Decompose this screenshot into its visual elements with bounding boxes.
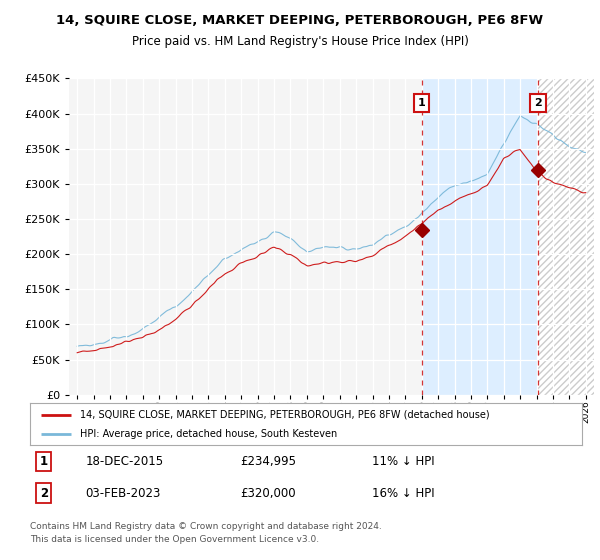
Text: 16% ↓ HPI: 16% ↓ HPI: [372, 487, 435, 500]
Text: 14, SQUIRE CLOSE, MARKET DEEPING, PETERBOROUGH, PE6 8FW (detached house): 14, SQUIRE CLOSE, MARKET DEEPING, PETERB…: [80, 409, 490, 419]
Text: Contains HM Land Registry data © Crown copyright and database right 2024.: Contains HM Land Registry data © Crown c…: [30, 522, 382, 531]
Text: 2: 2: [535, 98, 542, 108]
Text: 1: 1: [418, 98, 425, 108]
Text: 14, SQUIRE CLOSE, MARKET DEEPING, PETERBOROUGH, PE6 8FW: 14, SQUIRE CLOSE, MARKET DEEPING, PETERB…: [56, 14, 544, 27]
Text: £320,000: £320,000: [240, 487, 295, 500]
Text: 18-DEC-2015: 18-DEC-2015: [85, 455, 163, 468]
Bar: [538, 78, 594, 395]
Bar: [538, 78, 594, 395]
Text: This data is licensed under the Open Government Licence v3.0.: This data is licensed under the Open Gov…: [30, 535, 319, 544]
Text: HPI: Average price, detached house, South Kesteven: HPI: Average price, detached house, Sout…: [80, 429, 337, 439]
Text: Price paid vs. HM Land Registry's House Price Index (HPI): Price paid vs. HM Land Registry's House …: [131, 35, 469, 48]
Bar: [422, 78, 538, 395]
Text: 03-FEB-2023: 03-FEB-2023: [85, 487, 161, 500]
Text: 1: 1: [40, 455, 48, 468]
Text: 2: 2: [40, 487, 48, 500]
Text: £234,995: £234,995: [240, 455, 296, 468]
Text: 11% ↓ HPI: 11% ↓ HPI: [372, 455, 435, 468]
